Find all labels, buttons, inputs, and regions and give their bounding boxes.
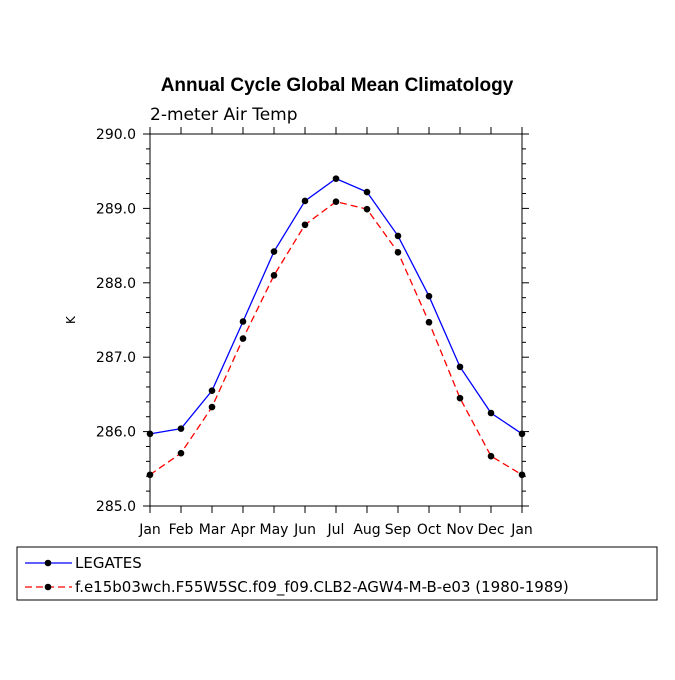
series-layer: [146, 175, 526, 479]
legend-marker: [44, 583, 52, 591]
data-point: [332, 198, 340, 206]
data-point: [239, 335, 247, 342]
data-point: [425, 292, 433, 300]
legend-label: LEGATES: [75, 554, 142, 572]
data-point: [456, 363, 464, 371]
y-tick-label: 287.0: [96, 350, 136, 366]
data-point: [518, 430, 526, 438]
data-point: [239, 318, 247, 325]
data-point: [394, 232, 402, 240]
series-line-0: [149, 177, 523, 435]
x-tick-label: Feb: [169, 522, 194, 538]
x-tick-label: Jan: [510, 522, 533, 538]
data-point: [208, 387, 216, 394]
data-point: [425, 318, 433, 326]
data-point: [363, 205, 371, 213]
data-point: [487, 409, 495, 417]
y-tick-label: 290.0: [96, 127, 136, 143]
data-point: [177, 425, 185, 432]
plot-frame: [149, 133, 523, 507]
legend-box: [16, 546, 658, 601]
x-tick-label: Oct: [417, 522, 442, 538]
x-tick-label: Mar: [199, 522, 226, 538]
data-point: [270, 272, 278, 279]
legend: LEGATES f.e15b03wch.F55W5SC.f09_f09.CLB2-…: [25, 554, 569, 597]
x-tick-label: Jun: [293, 522, 316, 538]
chart-title: Annual Cycle Global Mean Climatology: [161, 75, 514, 96]
data-point: [301, 221, 309, 229]
data-point: [301, 197, 309, 205]
x-tick-label: Sep: [385, 522, 412, 538]
axes-layer: 285.0 286.0 287.0 288.0 289.0 290.0 Jan Feb Mar A…: [96, 127, 533, 538]
data-point: [394, 248, 402, 256]
chart-subtitle: 2-meter Air Temp: [150, 105, 298, 125]
data-point: [518, 471, 526, 479]
y-tick-label: 289.0: [96, 201, 136, 217]
y-tick-label: 286.0: [96, 425, 136, 441]
data-point: [146, 471, 154, 479]
legend-label: f.e15b03wch.F55W5SC.f09_f09.CLB2-AGW4-M-…: [75, 578, 569, 597]
x-tick-label: Jul: [327, 522, 345, 538]
x-tick-label: Nov: [446, 522, 473, 538]
series-line-1: [149, 201, 523, 476]
data-point: [332, 175, 340, 182]
data-point: [146, 430, 154, 438]
x-tick-label: Aug: [353, 522, 380, 538]
data-point: [363, 188, 371, 196]
legend-marker: [44, 559, 52, 567]
data-point: [177, 449, 185, 457]
data-point: [487, 452, 495, 460]
x-tick-label: Jan: [138, 522, 161, 538]
data-point: [456, 394, 464, 402]
y-axis-label: K: [64, 315, 78, 324]
x-tick-label: May: [260, 522, 289, 538]
y-tick-label: 288.0: [96, 276, 136, 292]
x-tick-label: Apr: [231, 522, 255, 538]
y-tick-label: 285.0: [96, 499, 136, 515]
data-point: [270, 248, 278, 255]
data-point: [208, 403, 216, 411]
x-tick-label: Dec: [477, 522, 504, 538]
